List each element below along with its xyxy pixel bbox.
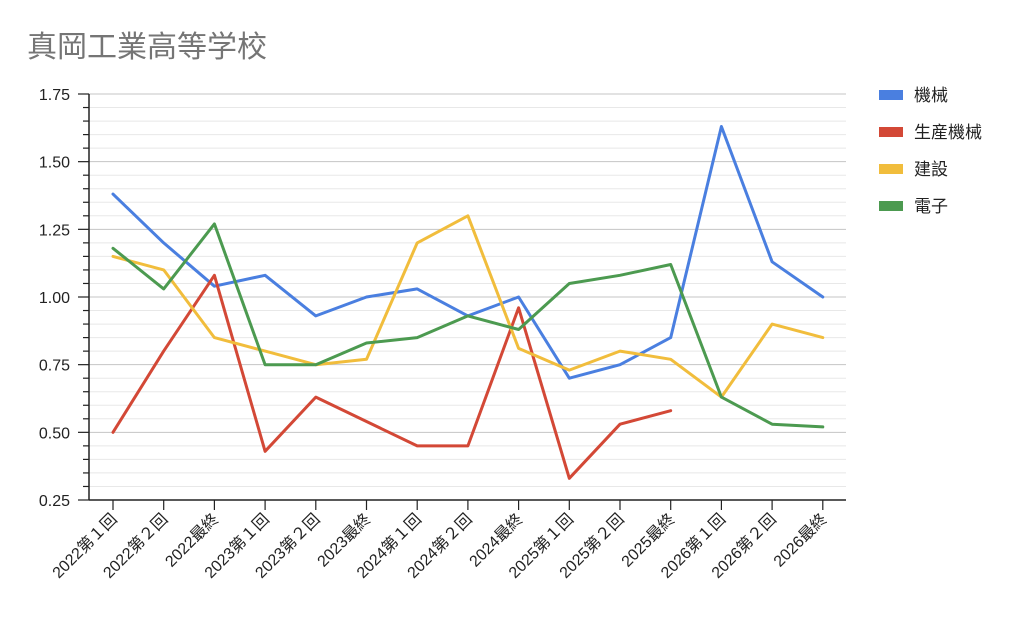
y-tick-label: 1.50 xyxy=(39,155,70,172)
legend-swatch xyxy=(879,127,903,137)
series-line-1 xyxy=(111,273,673,480)
legend-label: 電子 xyxy=(914,197,948,217)
legend-swatch xyxy=(879,164,903,174)
chart-title: 真岡工業高等学校 xyxy=(27,30,267,65)
y-tick-label: 1.75 xyxy=(39,87,70,104)
x-axis-tick-labels: 2022第１回2022第２回2022最終2023第１回2023第２回2023最終… xyxy=(49,510,831,582)
legend-label: 生産機械 xyxy=(914,123,982,143)
legend-swatch xyxy=(879,201,903,211)
legend-swatch xyxy=(879,90,903,100)
legend-label: 建設 xyxy=(914,160,948,180)
y-tick-label: 1.25 xyxy=(39,222,70,239)
series-lines xyxy=(111,125,825,480)
grid xyxy=(89,93,846,487)
axes xyxy=(78,93,846,510)
y-tick-label: 0.50 xyxy=(39,425,70,442)
legend-label: 機械 xyxy=(914,86,948,106)
y-tick-label: 0.75 xyxy=(39,358,70,375)
y-tick-label: 1.00 xyxy=(39,290,70,307)
series-line-2 xyxy=(111,214,825,399)
y-tick-label: 0.25 xyxy=(39,493,70,510)
series-line-3 xyxy=(111,222,825,429)
x-tick-label: 2026最終 xyxy=(770,510,831,571)
y-axis-tick-labels: 0.25 0.50 0.75 1.00 1.25 1.50 1.75 xyxy=(39,87,70,510)
